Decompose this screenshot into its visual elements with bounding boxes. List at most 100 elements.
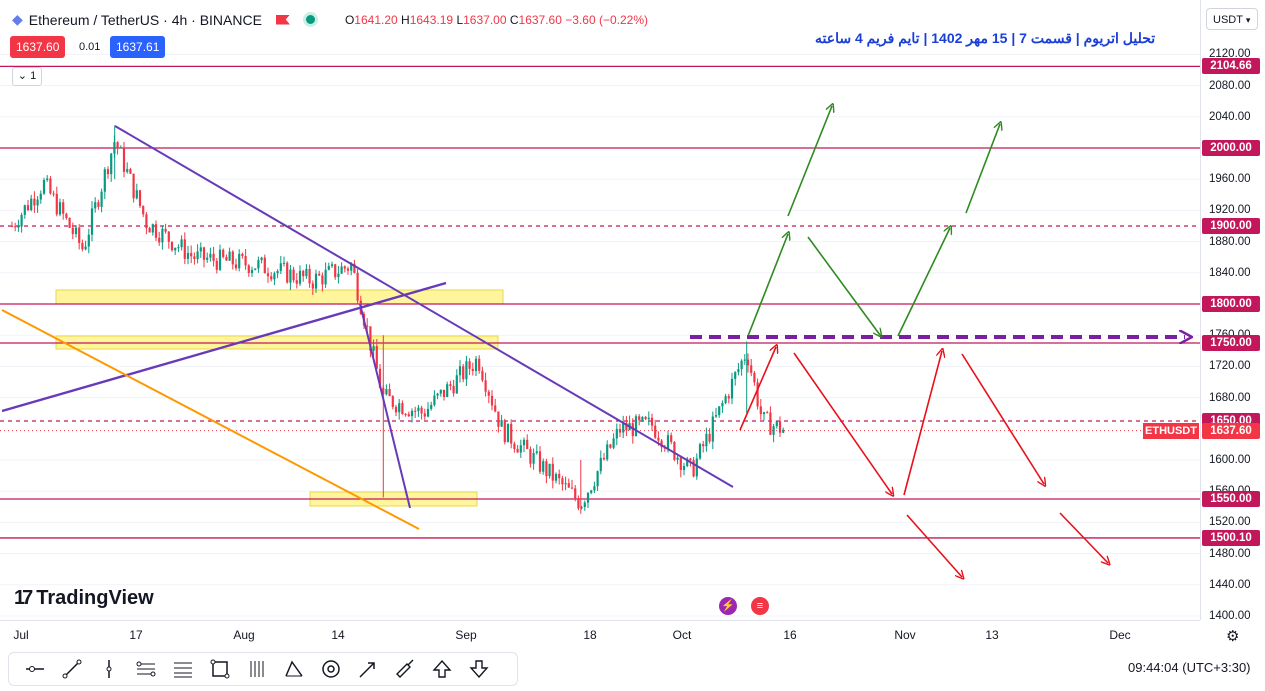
price-tick-label: 1720.00 [1209, 360, 1251, 373]
candle-body [202, 247, 206, 260]
brush-icon[interactable] [393, 657, 417, 681]
candle-body [391, 396, 394, 407]
candle-body [737, 369, 740, 373]
level-price-tag: 1900.00 [1202, 218, 1260, 234]
candle-body [423, 413, 426, 417]
candle-body [135, 190, 138, 199]
flag-icon[interactable] [275, 14, 290, 25]
candle-body [689, 458, 692, 461]
settings-gear-icon[interactable]: ⚙ [1226, 628, 1240, 645]
candle-body [177, 247, 180, 249]
candle-body [574, 488, 577, 499]
parallel-channel-icon[interactable] [134, 657, 158, 681]
candle-body [740, 360, 743, 370]
ohlc-high: 1643.19 [409, 12, 454, 27]
timezone-button[interactable]: (UTC+3:30) [1182, 660, 1251, 675]
candle-body [295, 280, 298, 284]
candle-body [225, 256, 228, 261]
time-tick-label: Jul [13, 628, 29, 642]
sell-button[interactable]: 1637.60 [10, 36, 66, 58]
candle-body [455, 375, 458, 394]
candle-body [241, 253, 244, 256]
fib-retracement-icon[interactable] [171, 657, 195, 681]
candle-body [394, 406, 398, 413]
target-icon[interactable] [319, 657, 343, 681]
candle-body [196, 251, 199, 260]
candle-body [698, 444, 702, 459]
candle-body [756, 382, 759, 407]
trend-line-icon[interactable] [60, 657, 84, 681]
chevron-down-icon: ⌄ [17, 70, 28, 82]
candle-body [276, 271, 279, 274]
candle-body [436, 393, 439, 396]
bull-arrow-4 [897, 228, 950, 337]
candle-body [724, 396, 727, 404]
chart-grid [0, 53, 1200, 617]
buy-button[interactable]: 1637.61 [110, 36, 166, 58]
time-axis[interactable]: Jul 17 Aug 14 Sep 18 Oct 16 Nov 13 Dec [0, 620, 1200, 651]
candle-body [167, 231, 170, 242]
economic-events-icon[interactable]: ≡ [751, 597, 769, 615]
currency-select[interactable]: USDT ▾ [1206, 8, 1258, 30]
candle-body [228, 251, 231, 261]
candle-body [378, 368, 382, 388]
candle-body [682, 466, 686, 470]
symbol-title[interactable]: Ethereum / TetherUS · 4h · BINANCE [28, 11, 262, 28]
rectangle-icon[interactable] [208, 657, 232, 681]
candle-body [87, 234, 90, 247]
candle-body [612, 438, 615, 448]
candle-body [81, 242, 84, 250]
candle-body [103, 169, 106, 192]
candle-body [314, 273, 318, 289]
pitchfork-icon[interactable] [245, 657, 269, 681]
candle-body [94, 202, 97, 209]
candle-body [218, 249, 222, 270]
candle-body [129, 169, 132, 174]
candle-body [519, 445, 522, 453]
price-chart[interactable] [0, 0, 1200, 620]
vertical-line-icon[interactable] [97, 657, 121, 681]
price-scale[interactable]: 2120.00 2080.00 2040.00 1960.00 1920.00 1880.… [1200, 0, 1265, 622]
candle-body [206, 257, 209, 260]
candle-body [330, 264, 334, 267]
candle-body [343, 266, 346, 269]
level-price-tag: 1800.00 [1202, 296, 1260, 312]
candle-body [490, 395, 494, 406]
tradingview-logo[interactable]: 17 TradingView [14, 587, 154, 609]
candle-body [708, 433, 711, 442]
candle-body [90, 208, 94, 235]
candle-body [695, 458, 698, 477]
bear-arrow-5 [906, 514, 962, 577]
candle-body [238, 253, 241, 269]
candle-body [452, 386, 455, 394]
candle-body [286, 262, 289, 283]
indicator-legend-toggle[interactable]: ⌄ 1 [12, 67, 42, 86]
horizontal-ray-icon[interactable] [23, 657, 47, 681]
candle-body [702, 444, 705, 447]
candle-body [638, 416, 641, 421]
lightning-icon[interactable]: ⚡ [719, 597, 737, 615]
candle-body [289, 269, 292, 283]
horizontal-levels [0, 65, 1200, 539]
arrow-up-icon[interactable] [430, 657, 454, 681]
candle-body [170, 241, 174, 251]
candle-body [340, 266, 343, 274]
candle-body [734, 372, 737, 379]
candle-body [766, 412, 769, 414]
candle-body [769, 412, 772, 435]
candle-body [606, 444, 609, 460]
abcd-pattern-icon[interactable] [282, 657, 306, 681]
candle-body [609, 444, 612, 448]
candle-body [270, 276, 273, 280]
candle-body [52, 193, 55, 195]
time-tick-label: Oct [672, 628, 692, 642]
candle-body [414, 410, 417, 412]
bear-arrow-3 [903, 351, 942, 496]
candle-body [148, 228, 151, 233]
candle-body [385, 389, 388, 395]
market-status-icon[interactable] [305, 15, 315, 24]
arrow-icon[interactable] [356, 657, 380, 681]
arrow-down-icon[interactable] [467, 657, 491, 681]
candle-body [398, 403, 401, 413]
candle-body [721, 403, 724, 407]
